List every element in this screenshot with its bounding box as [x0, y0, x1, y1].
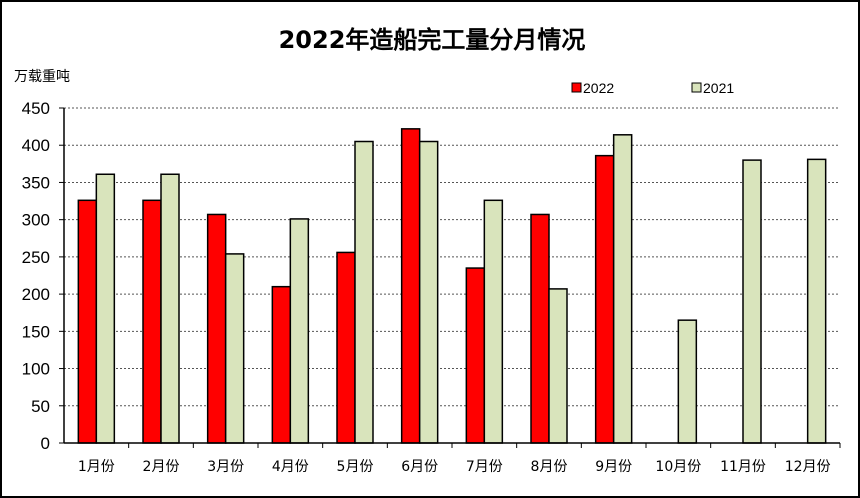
x-tick-label: 8月份 — [531, 459, 568, 475]
chart-title: 2022年造船完工量分月情况 — [279, 26, 586, 54]
bar-2021 — [677, 319, 698, 444]
y-tick-label: 50 — [31, 397, 50, 416]
x-tick-label: 6月份 — [401, 459, 438, 475]
bar-2022 — [530, 213, 550, 444]
y-tick-label: 0 — [41, 434, 50, 453]
bar-2022 — [206, 213, 227, 444]
x-tick-label: 7月份 — [466, 459, 503, 475]
y-tick-label: 400 — [22, 136, 50, 155]
x-tick-label: 10月份 — [655, 459, 701, 475]
x-tick-label: 2月份 — [143, 459, 180, 475]
x-tick-label: 12月份 — [785, 459, 831, 475]
bar-2021 — [95, 173, 116, 444]
legend-swatch-2022 — [571, 82, 582, 93]
bar-2021 — [418, 140, 439, 444]
bar-2022 — [465, 267, 486, 444]
x-tick-label: 1月份 — [78, 459, 115, 475]
y-tick-label: 250 — [22, 248, 50, 267]
bar-2022 — [400, 128, 421, 444]
x-tick-label: 3月份 — [207, 459, 244, 475]
bar-2021 — [354, 140, 374, 444]
y-tick-label: 100 — [22, 360, 50, 379]
bar-2021 — [806, 158, 827, 444]
bar-2021 — [612, 134, 633, 444]
y-tick-label: 200 — [22, 285, 50, 304]
y-axis-label: 万载重吨 — [14, 69, 70, 85]
bar-2021 — [224, 253, 245, 444]
legend-swatch-2021 — [691, 82, 702, 93]
y-tick-label: 150 — [22, 322, 50, 341]
bar-2022 — [594, 154, 615, 444]
bar-2021 — [548, 288, 568, 444]
y-tick-label: 300 — [22, 211, 50, 230]
legend-label-2021: 2021 — [703, 80, 734, 96]
bar-2022 — [77, 199, 98, 444]
x-tick-label: 11月份 — [720, 459, 766, 475]
bar-2022 — [271, 285, 292, 444]
bar-2021 — [742, 159, 762, 444]
y-tick-label: 350 — [22, 173, 50, 192]
bar-2021 — [483, 199, 504, 444]
y-tick-label: 450 — [22, 99, 50, 118]
legend-label-2022: 2022 — [583, 80, 614, 96]
bar-2021 — [289, 218, 310, 444]
x-tick-label: 5月份 — [337, 459, 374, 475]
bar-2022 — [142, 199, 162, 444]
x-tick-label: 9月份 — [595, 459, 632, 475]
x-tick-label: 4月份 — [272, 459, 309, 475]
bar-2021 — [160, 173, 180, 444]
bar-2022 — [336, 251, 356, 444]
